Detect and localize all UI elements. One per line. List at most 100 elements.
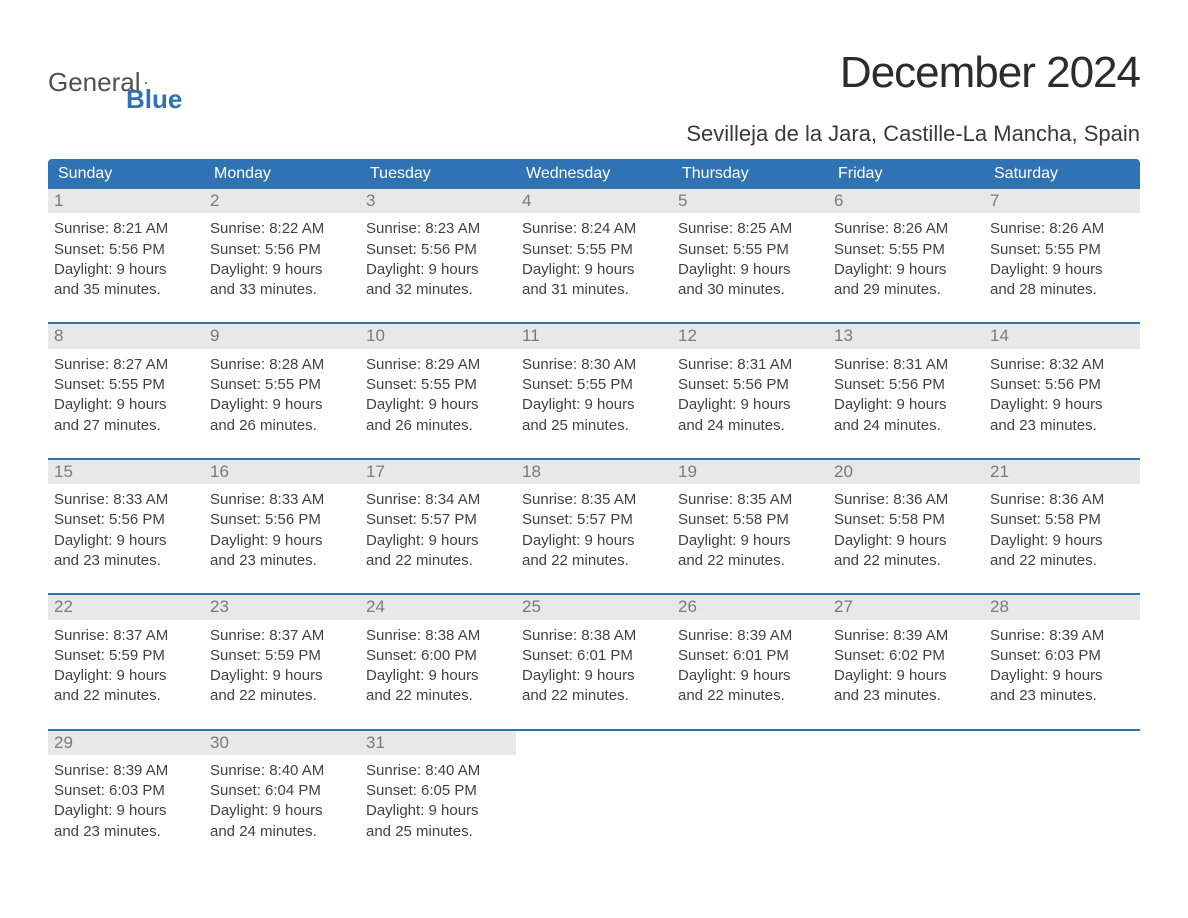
daylight-line: Daylight: 9 hours bbox=[990, 260, 1134, 280]
date-number: 20 bbox=[828, 460, 984, 484]
daylight-line: Daylight: 9 hours bbox=[990, 666, 1134, 686]
day-details: Sunrise: 8:32 AMSunset: 5:56 PMDaylight:… bbox=[984, 349, 1140, 436]
day-details: Sunrise: 8:26 AMSunset: 5:55 PMDaylight:… bbox=[828, 213, 984, 300]
date-number: 16 bbox=[204, 460, 360, 484]
daylight-line: Daylight: 9 hours bbox=[522, 531, 666, 551]
sunset-line: Sunset: 5:57 PM bbox=[522, 510, 666, 530]
sunset-line: Sunset: 5:55 PM bbox=[522, 240, 666, 260]
date-number: 4 bbox=[516, 189, 672, 213]
daylight-line: and 23 minutes. bbox=[54, 551, 198, 571]
sunrise-line: Sunrise: 8:35 AM bbox=[522, 490, 666, 510]
calendar-cell: 23Sunrise: 8:37 AMSunset: 5:59 PMDayligh… bbox=[204, 595, 360, 706]
sunrise-line: Sunrise: 8:35 AM bbox=[678, 490, 822, 510]
date-number: 14 bbox=[984, 324, 1140, 348]
sunrise-line: Sunrise: 8:36 AM bbox=[990, 490, 1134, 510]
date-number: 10 bbox=[360, 324, 516, 348]
daylight-line: Daylight: 9 hours bbox=[54, 260, 198, 280]
date-number: 19 bbox=[672, 460, 828, 484]
day-details: Sunrise: 8:39 AMSunset: 6:01 PMDaylight:… bbox=[672, 620, 828, 707]
calendar-cell: 2Sunrise: 8:22 AMSunset: 5:56 PMDaylight… bbox=[204, 189, 360, 300]
sunset-line: Sunset: 5:55 PM bbox=[834, 240, 978, 260]
dow-header: Friday bbox=[828, 159, 984, 189]
sunrise-line: Sunrise: 8:37 AM bbox=[54, 626, 198, 646]
sunrise-line: Sunrise: 8:37 AM bbox=[210, 626, 354, 646]
calendar-cell: 29Sunrise: 8:39 AMSunset: 6:03 PMDayligh… bbox=[48, 731, 204, 842]
day-details: Sunrise: 8:27 AMSunset: 5:55 PMDaylight:… bbox=[48, 349, 204, 436]
date-number: 15 bbox=[48, 460, 204, 484]
calendar-cell: 8Sunrise: 8:27 AMSunset: 5:55 PMDaylight… bbox=[48, 324, 204, 435]
calendar-cell: 26Sunrise: 8:39 AMSunset: 6:01 PMDayligh… bbox=[672, 595, 828, 706]
daylight-line: and 22 minutes. bbox=[678, 686, 822, 706]
daylight-line: Daylight: 9 hours bbox=[834, 531, 978, 551]
sunrise-line: Sunrise: 8:39 AM bbox=[834, 626, 978, 646]
daylight-line: and 26 minutes. bbox=[366, 416, 510, 436]
date-number: 3 bbox=[360, 189, 516, 213]
sunset-line: Sunset: 6:04 PM bbox=[210, 781, 354, 801]
day-details: Sunrise: 8:21 AMSunset: 5:56 PMDaylight:… bbox=[48, 213, 204, 300]
calendar-cell: 21Sunrise: 8:36 AMSunset: 5:58 PMDayligh… bbox=[984, 460, 1140, 571]
calendar-cell: 24Sunrise: 8:38 AMSunset: 6:00 PMDayligh… bbox=[360, 595, 516, 706]
dow-header: Tuesday bbox=[360, 159, 516, 189]
day-details: Sunrise: 8:38 AMSunset: 6:01 PMDaylight:… bbox=[516, 620, 672, 707]
daylight-line: and 22 minutes. bbox=[522, 551, 666, 571]
sunrise-line: Sunrise: 8:31 AM bbox=[678, 355, 822, 375]
calendar-cell: 6Sunrise: 8:26 AMSunset: 5:55 PMDaylight… bbox=[828, 189, 984, 300]
calendar-cell: 30Sunrise: 8:40 AMSunset: 6:04 PMDayligh… bbox=[204, 731, 360, 842]
daylight-line: and 22 minutes. bbox=[522, 686, 666, 706]
calendar-cell-empty bbox=[828, 731, 984, 842]
date-number: 12 bbox=[672, 324, 828, 348]
sunset-line: Sunset: 5:56 PM bbox=[990, 375, 1134, 395]
calendar-cell: 28Sunrise: 8:39 AMSunset: 6:03 PMDayligh… bbox=[984, 595, 1140, 706]
sunset-line: Sunset: 5:55 PM bbox=[210, 375, 354, 395]
day-details: Sunrise: 8:39 AMSunset: 6:03 PMDaylight:… bbox=[984, 620, 1140, 707]
sunrise-line: Sunrise: 8:39 AM bbox=[990, 626, 1134, 646]
sunrise-line: Sunrise: 8:39 AM bbox=[678, 626, 822, 646]
daylight-line: Daylight: 9 hours bbox=[678, 531, 822, 551]
day-details: Sunrise: 8:24 AMSunset: 5:55 PMDaylight:… bbox=[516, 213, 672, 300]
calendar-cell: 7Sunrise: 8:26 AMSunset: 5:55 PMDaylight… bbox=[984, 189, 1140, 300]
daylight-line: and 25 minutes. bbox=[366, 822, 510, 842]
day-details: Sunrise: 8:31 AMSunset: 5:56 PMDaylight:… bbox=[672, 349, 828, 436]
daylight-line: and 27 minutes. bbox=[54, 416, 198, 436]
daylight-line: Daylight: 9 hours bbox=[210, 666, 354, 686]
daylight-line: and 35 minutes. bbox=[54, 280, 198, 300]
day-details: Sunrise: 8:29 AMSunset: 5:55 PMDaylight:… bbox=[360, 349, 516, 436]
calendar-cell: 12Sunrise: 8:31 AMSunset: 5:56 PMDayligh… bbox=[672, 324, 828, 435]
sunrise-line: Sunrise: 8:32 AM bbox=[990, 355, 1134, 375]
date-number: 27 bbox=[828, 595, 984, 619]
daylight-line: and 22 minutes. bbox=[990, 551, 1134, 571]
daylight-line: and 32 minutes. bbox=[366, 280, 510, 300]
sunset-line: Sunset: 6:00 PM bbox=[366, 646, 510, 666]
day-details: Sunrise: 8:39 AMSunset: 6:02 PMDaylight:… bbox=[828, 620, 984, 707]
calendar-cell: 20Sunrise: 8:36 AMSunset: 5:58 PMDayligh… bbox=[828, 460, 984, 571]
date-number: 2 bbox=[204, 189, 360, 213]
calendar-cell: 14Sunrise: 8:32 AMSunset: 5:56 PMDayligh… bbox=[984, 324, 1140, 435]
date-number: 30 bbox=[204, 731, 360, 755]
page-title: December 2024 bbox=[840, 48, 1140, 98]
date-number: 13 bbox=[828, 324, 984, 348]
sunrise-line: Sunrise: 8:26 AM bbox=[834, 219, 978, 239]
dow-header: Thursday bbox=[672, 159, 828, 189]
sunrise-line: Sunrise: 8:27 AM bbox=[54, 355, 198, 375]
sunset-line: Sunset: 5:59 PM bbox=[210, 646, 354, 666]
day-details: Sunrise: 8:22 AMSunset: 5:56 PMDaylight:… bbox=[204, 213, 360, 300]
sunrise-line: Sunrise: 8:26 AM bbox=[990, 219, 1134, 239]
dow-header: Sunday bbox=[48, 159, 204, 189]
date-number: 8 bbox=[48, 324, 204, 348]
sunset-line: Sunset: 6:03 PM bbox=[990, 646, 1134, 666]
date-number: 6 bbox=[828, 189, 984, 213]
sunrise-line: Sunrise: 8:29 AM bbox=[366, 355, 510, 375]
daylight-line: Daylight: 9 hours bbox=[834, 666, 978, 686]
day-details: Sunrise: 8:37 AMSunset: 5:59 PMDaylight:… bbox=[48, 620, 204, 707]
calendar-cell: 16Sunrise: 8:33 AMSunset: 5:56 PMDayligh… bbox=[204, 460, 360, 571]
sunset-line: Sunset: 5:55 PM bbox=[522, 375, 666, 395]
daylight-line: Daylight: 9 hours bbox=[990, 395, 1134, 415]
sunrise-line: Sunrise: 8:30 AM bbox=[522, 355, 666, 375]
calendar-cell: 17Sunrise: 8:34 AMSunset: 5:57 PMDayligh… bbox=[360, 460, 516, 571]
calendar-cell: 27Sunrise: 8:39 AMSunset: 6:02 PMDayligh… bbox=[828, 595, 984, 706]
daylight-line: and 22 minutes. bbox=[210, 686, 354, 706]
daylight-line: Daylight: 9 hours bbox=[210, 531, 354, 551]
sunset-line: Sunset: 5:56 PM bbox=[366, 240, 510, 260]
calendar-cell-empty bbox=[984, 731, 1140, 842]
daylight-line: and 26 minutes. bbox=[210, 416, 354, 436]
